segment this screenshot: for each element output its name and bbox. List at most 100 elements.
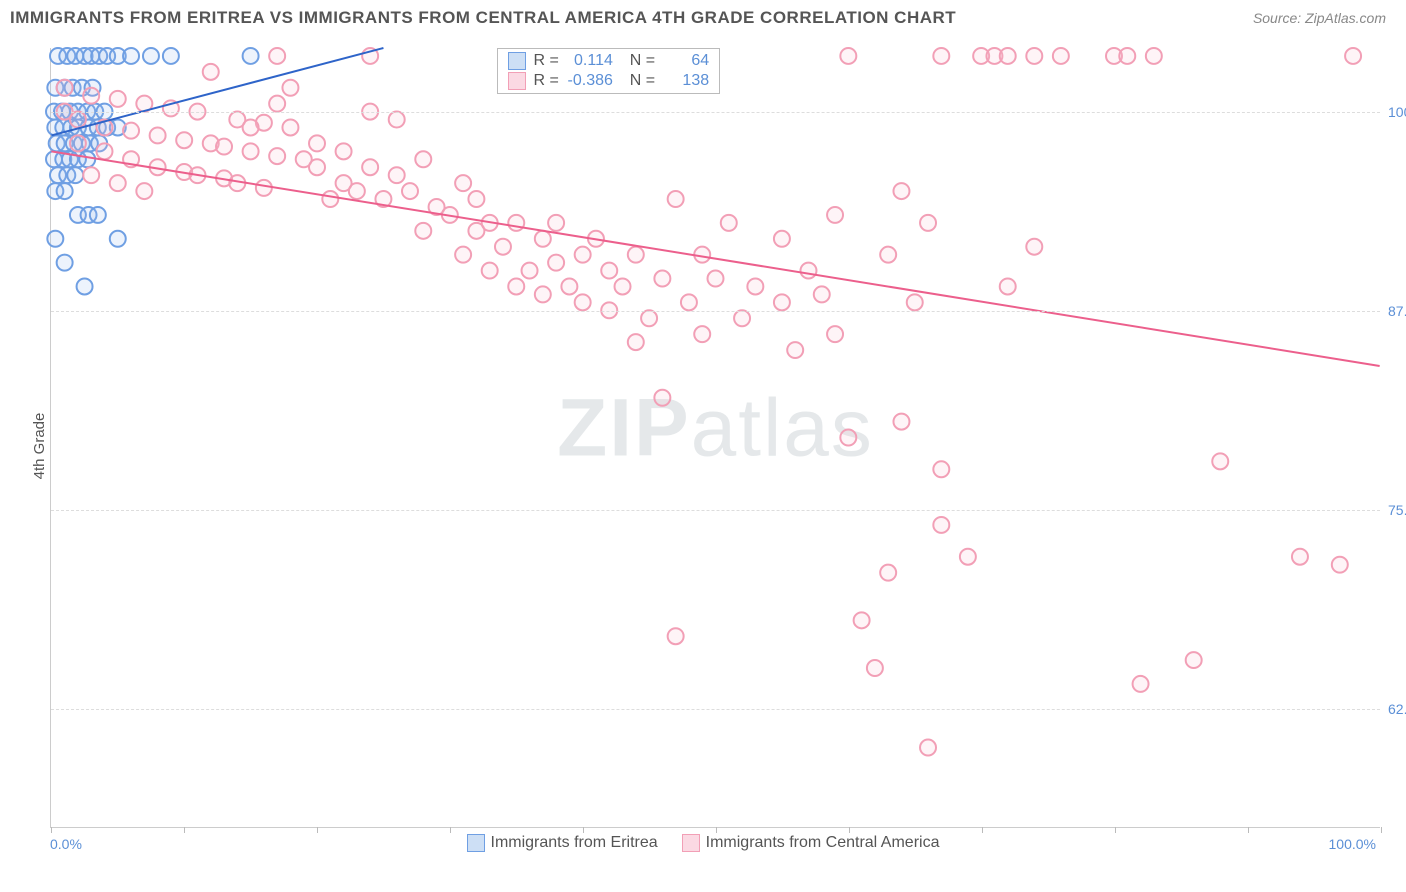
data-point [508,278,524,294]
data-point [1212,453,1228,469]
data-point [389,112,405,128]
data-point [708,271,724,287]
data-point [1026,239,1042,255]
chart-title: IMMIGRANTS FROM ERITREA VS IMMIGRANTS FR… [10,8,956,28]
data-point [136,183,152,199]
legend-label: Immigrants from Central America [706,834,940,852]
data-point [57,80,73,96]
data-point [269,48,285,64]
data-point [774,294,790,310]
data-point [601,263,617,279]
data-point [83,88,99,104]
data-point [668,628,684,644]
y-tick-label: 87.5% [1388,303,1406,319]
legend-label: Immigrants from Eritrea [491,834,658,852]
data-point [336,143,352,159]
data-point [1133,676,1149,692]
trend-line [51,151,1379,366]
data-point [508,215,524,231]
data-point [960,549,976,565]
data-point [880,565,896,581]
data-point [522,263,538,279]
data-point [243,143,259,159]
data-point [163,48,179,64]
data-point [96,143,112,159]
data-point [243,48,259,64]
series-legend: Immigrants from Eritrea Immigrants from C… [0,834,1406,852]
gridline [51,510,1380,511]
x-tick [583,827,584,833]
data-point [840,48,856,64]
data-point [1000,278,1016,294]
data-point [67,167,83,183]
legend-r-value: 0.114 [567,52,613,70]
legend-n-value: 64 [663,52,709,70]
data-point [110,231,126,247]
data-point [535,286,551,302]
data-point [867,660,883,676]
data-point [854,612,870,628]
y-tick-label: 100.0% [1388,104,1406,120]
data-point [681,294,697,310]
data-point [747,278,763,294]
plot-area [51,48,1380,827]
data-point [1146,48,1162,64]
data-point [800,263,816,279]
data-point [322,191,338,207]
data-point [880,247,896,263]
data-point [79,151,95,167]
data-point [814,286,830,302]
data-point [389,167,405,183]
data-point [282,120,298,136]
data-point [455,175,471,191]
y-tick-label: 62.5% [1388,701,1406,717]
legend-n-value: 138 [663,72,709,90]
legend-swatch [508,52,526,70]
x-tick [982,827,983,833]
x-tick [849,827,850,833]
source-label: Source: ZipAtlas.com [1253,10,1386,26]
data-point [83,167,99,183]
data-point [90,207,106,223]
data-point [907,294,923,310]
legend-item: Immigrants from Central America [682,834,940,852]
data-point [110,91,126,107]
data-point [654,271,670,287]
data-point [269,148,285,164]
data-point [827,326,843,342]
legend-r-label: R = [534,72,559,90]
data-point [721,215,737,231]
gridline [51,709,1380,710]
x-tick [317,827,318,833]
data-point [243,120,259,136]
legend-swatch [508,72,526,90]
legend-r-value: -0.386 [567,72,613,90]
data-point [216,139,232,155]
x-tick [1115,827,1116,833]
data-point [1345,48,1361,64]
data-point [1119,48,1135,64]
data-point [827,207,843,223]
data-point [47,231,63,247]
legend-n-label: N = [621,72,655,90]
data-point [482,263,498,279]
data-point [57,183,73,199]
legend-swatch [467,834,485,852]
data-point [57,255,73,271]
data-point [548,255,564,271]
data-point [893,183,909,199]
legend-row: R =0.114 N =64 [498,51,720,71]
data-point [641,310,657,326]
data-point [1000,48,1016,64]
data-point [920,215,936,231]
data-point [495,239,511,255]
data-point [123,123,139,139]
x-tick [1381,827,1382,833]
gridline [51,112,1380,113]
data-point [575,294,591,310]
data-point [468,191,484,207]
data-point [840,430,856,446]
data-point [256,180,272,196]
data-point [668,191,684,207]
data-point [110,175,126,191]
